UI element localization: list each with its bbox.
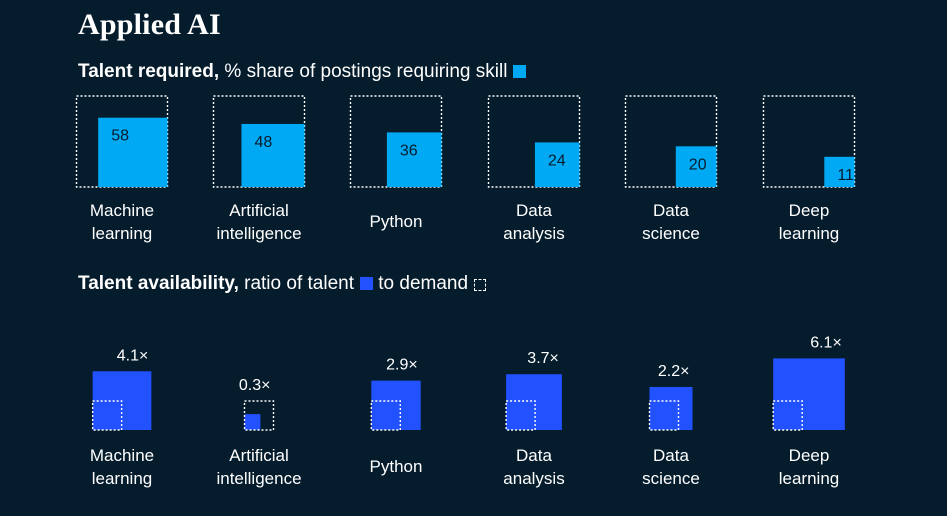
required-category-artificial-intelligence-label-line-2: intelligence	[216, 224, 301, 243]
availability-demand-data-analysis	[505, 400, 536, 431]
required-category-data-analysis-label-line-2: analysis	[503, 224, 564, 243]
availability-bar-deep-learning	[773, 358, 845, 430]
required-frame-data-analysis	[487, 95, 581, 188]
required-category-machine-learning-label-line-1: Machine	[90, 201, 154, 220]
availability-category-deep-learning-label-line-2: learning	[779, 469, 840, 488]
availability-value-python: 2.9×	[386, 357, 418, 374]
availability-value-deep-learning: 6.1×	[810, 334, 842, 351]
required-frame-data-science	[624, 95, 718, 188]
required-legend-swatch	[513, 65, 527, 78]
availability-category-data-analysis-label-line-1: Data	[516, 446, 552, 465]
availability-category-data-analysis-label-line-2: analysis	[503, 469, 564, 488]
talent-legend-swatch	[359, 277, 373, 290]
required-value-machine-learning: 58	[111, 128, 129, 145]
required-category-machine-learning-label-line-2: learning	[92, 224, 153, 243]
required-value-python: 36	[400, 142, 418, 159]
availability-category-machine-learning-label-line-1: Machine	[90, 446, 154, 465]
availability-category-artificial-intelligence-label-line-2: intelligence	[216, 469, 301, 488]
availability-demand-artificial-intelligence	[243, 400, 275, 431]
availability-bar-python	[371, 380, 421, 430]
availability-demand-machine-learning	[91, 400, 123, 431]
required-category-deep-learning-label-line-1: Deep	[789, 201, 830, 220]
availability-heading-talent: ratio of talent	[238, 273, 354, 294]
availability-value-artificial-intelligence: 0.3×	[239, 377, 271, 394]
required-bar-data-science	[675, 146, 717, 187]
required-bar-machine-learning	[98, 117, 168, 187]
availability-category-data-science-label-line-1: Data	[653, 446, 689, 465]
availability-demand-deep-learning	[772, 400, 803, 431]
availability-bar-data-science	[649, 386, 693, 430]
availability-demand-python	[370, 400, 402, 431]
required-bar-data-analysis	[534, 142, 580, 187]
required-category-deep-learning-label-line-2: learning	[779, 224, 840, 243]
availability-category-deep-learning-label-line-1: Deep	[789, 446, 830, 465]
required-category-data-science-label-line-2: science	[642, 224, 700, 243]
demand-legend-swatch	[474, 279, 487, 291]
availability-bar-data-analysis	[506, 374, 562, 430]
required-frame-deep-learning	[762, 95, 856, 188]
required-bar-python	[386, 132, 442, 187]
required-category-artificial-intelligence-label-line-1: Artificial	[229, 201, 289, 220]
availability-heading-bold: Talent availability,	[78, 273, 239, 294]
required-category-python-label: Python	[370, 212, 423, 231]
required-value-data-analysis: 24	[548, 152, 566, 169]
availability-heading-demand: to demand	[372, 273, 469, 294]
required-heading-bold: Talent required,	[78, 61, 220, 82]
required-category-data-analysis-label-line-1: Data	[516, 201, 552, 220]
availability-category-data-science-label-line-2: science	[642, 469, 700, 488]
availability-value-data-analysis: 3.7×	[527, 350, 559, 367]
availability-demand-data-science	[648, 400, 680, 431]
required-heading-rest: % share of postings requiring skill	[219, 61, 508, 82]
required-value-deep-learning: 11	[837, 167, 854, 184]
availability-category-python-label: Python	[370, 457, 423, 476]
required-bar-artificial-intelligence	[241, 123, 305, 187]
availability-bar-artificial-intelligence	[244, 414, 261, 430]
availability-value-machine-learning: 4.1×	[117, 347, 149, 364]
availability-category-machine-learning-label-line-2: learning	[92, 469, 153, 488]
availability-heading: Talent availability, ratio of talent to …	[78, 273, 487, 295]
required-heading: Talent required, % share of postings req…	[78, 61, 527, 83]
required-value-data-science: 20	[689, 156, 707, 173]
page-title: Applied AI	[78, 8, 221, 41]
availability-category-artificial-intelligence-label-line-1: Artificial	[229, 446, 289, 465]
availability-value-data-science: 2.2×	[658, 363, 690, 380]
required-value-artificial-intelligence: 48	[254, 134, 272, 151]
required-bar-deep-learning	[824, 156, 855, 187]
required-category-data-science-label-line-1: Data	[653, 201, 689, 220]
